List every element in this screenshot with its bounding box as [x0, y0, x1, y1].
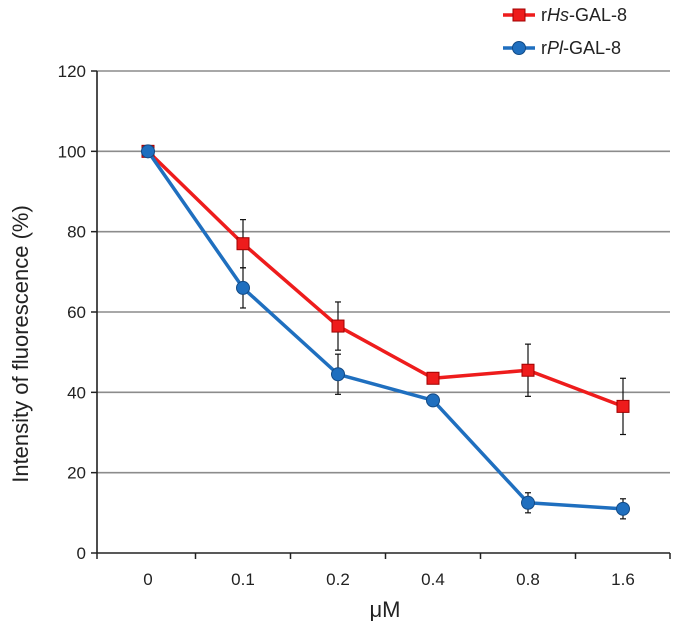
y-axis-title: Intensity of fluorescence (%) [8, 205, 33, 483]
data-point [236, 280, 250, 295]
y-tick-label: 120 [58, 62, 86, 81]
legend-label-part: Pl [547, 38, 564, 58]
data-point [426, 393, 440, 408]
x-tick-label: 0.2 [326, 570, 350, 589]
x-tick-label: 0.4 [421, 570, 445, 589]
data-point [236, 237, 250, 251]
x-tick-label: 0.1 [231, 570, 255, 589]
y-tick-label: 60 [67, 303, 86, 322]
data-series [141, 144, 630, 520]
legend-label-part: r [541, 38, 547, 58]
x-tick-label: 0.8 [516, 570, 540, 589]
data-point [426, 371, 440, 385]
series-0 [141, 144, 630, 436]
legend-label-part: Hs [547, 5, 569, 25]
tick-labels: 0 20 40 60 80 100 120 0 0.1 0.2 0.4 0.8 1.6 [58, 62, 635, 589]
legend-label-part: -GAL-8 [563, 38, 621, 58]
legend-label: rHs-GAL-8 [541, 5, 627, 25]
legend-label-part: -GAL-8 [569, 5, 627, 25]
x-tick-label: 1.6 [611, 570, 635, 589]
data-point [331, 367, 345, 382]
y-tick-label: 80 [67, 223, 86, 242]
legend-item-1: rPl-GAL-8 [503, 38, 621, 58]
x-axis-title: μM [369, 597, 400, 622]
legend-item-0: rHs-GAL-8 [503, 5, 627, 25]
data-point [616, 399, 630, 413]
gridlines [97, 70, 670, 474]
data-point [616, 501, 630, 516]
data-point [521, 363, 535, 377]
x-tick-label: 0 [143, 570, 152, 589]
legend-marker [512, 8, 526, 22]
data-point [521, 495, 535, 510]
y-tick-label: 40 [67, 383, 86, 402]
series-line [146, 150, 624, 409]
legend-label: rPl-GAL-8 [541, 38, 621, 58]
data-point [141, 144, 155, 159]
series-1 [141, 144, 630, 520]
y-tick-label: 0 [77, 544, 86, 563]
axes [91, 70, 671, 559]
y-tick-label: 20 [67, 464, 86, 483]
data-point [331, 319, 345, 333]
y-tick-label: 100 [58, 142, 86, 161]
series-line [146, 150, 624, 511]
legend-marker [512, 41, 526, 55]
legend-label-part: r [541, 5, 547, 25]
